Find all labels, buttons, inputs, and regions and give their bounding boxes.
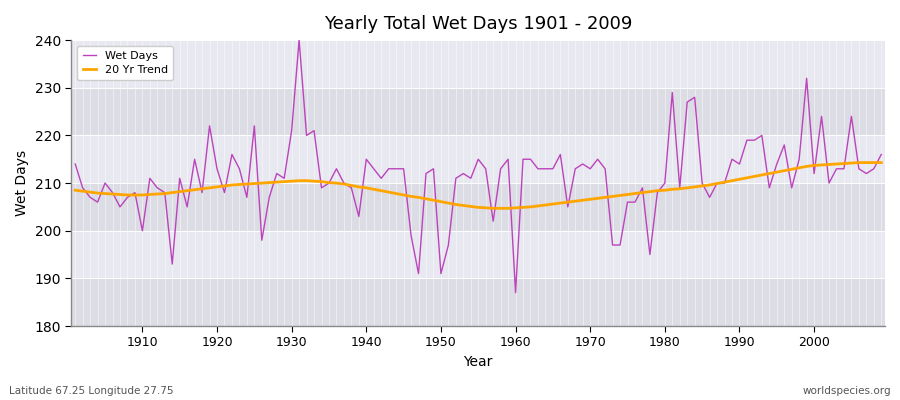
20 Yr Trend: [518, 205, 528, 210]
Wet Days: [293, 38, 304, 42]
20 Yr Trend: [293, 178, 304, 183]
20 Yr Trend: [876, 160, 886, 165]
Text: worldspecies.org: worldspecies.org: [803, 386, 891, 396]
20 Yr Trend: [130, 192, 140, 197]
Bar: [71, 40, 885, 88]
20 Yr Trend: [608, 194, 618, 199]
Wet Days: [346, 186, 356, 190]
Title: Yearly Total Wet Days 1901 - 2009: Yearly Total Wet Days 1901 - 2009: [324, 15, 633, 33]
20 Yr Trend: [510, 206, 521, 210]
Bar: [71, 278, 885, 326]
20 Yr Trend: [338, 182, 349, 186]
Bar: [71, 183, 885, 231]
Wet Days: [615, 243, 626, 248]
Wet Days: [518, 157, 528, 162]
Bar: [71, 231, 885, 278]
Bar: [71, 136, 885, 183]
Wet Days: [302, 133, 312, 138]
X-axis label: Year: Year: [464, 355, 493, 369]
Bar: [71, 88, 885, 136]
20 Yr Trend: [488, 206, 499, 211]
Wet Days: [70, 162, 81, 166]
Wet Days: [130, 190, 140, 195]
Legend: Wet Days, 20 Yr Trend: Wet Days, 20 Yr Trend: [77, 46, 174, 80]
Line: Wet Days: Wet Days: [76, 40, 881, 293]
20 Yr Trend: [70, 188, 81, 193]
Wet Days: [876, 152, 886, 157]
20 Yr Trend: [853, 160, 864, 165]
Wet Days: [510, 290, 521, 295]
Text: Latitude 67.25 Longitude 27.75: Latitude 67.25 Longitude 27.75: [9, 386, 174, 396]
Y-axis label: Wet Days: Wet Days: [15, 150, 29, 216]
Wet Days: [525, 157, 535, 162]
Line: 20 Yr Trend: 20 Yr Trend: [76, 162, 881, 208]
